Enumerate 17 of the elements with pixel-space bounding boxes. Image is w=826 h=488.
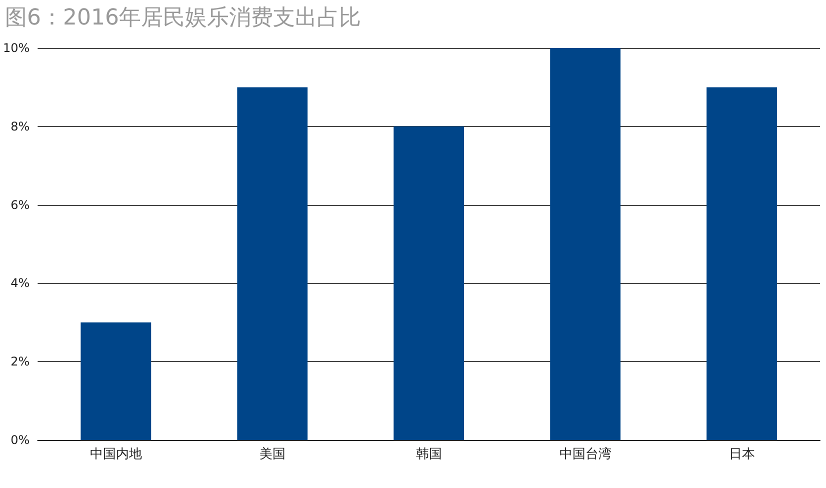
x-tick-label: 中国台湾 bbox=[559, 446, 612, 462]
y-tick-label: 2% bbox=[10, 354, 30, 369]
x-tick-label: 美国 bbox=[259, 446, 286, 462]
bar bbox=[80, 322, 152, 440]
x-tick-label: 中国内地 bbox=[90, 447, 142, 462]
bar bbox=[394, 126, 464, 440]
y-tick-label: 0% bbox=[10, 433, 30, 447]
y-tick-label: 4% bbox=[10, 276, 30, 290]
x-tick-label: 日本 bbox=[728, 447, 755, 462]
y-tick-label: 6% bbox=[10, 198, 30, 212]
chart-title: 图6：2016年居民娱乐消费支出占比 bbox=[5, 6, 361, 30]
y-tick-label: 8% bbox=[10, 119, 30, 134]
bar bbox=[237, 87, 308, 440]
x-tick-label: 韩国 bbox=[416, 447, 442, 462]
y-tick-label: 10% bbox=[3, 41, 30, 55]
bar bbox=[706, 87, 777, 440]
bar bbox=[550, 48, 621, 440]
